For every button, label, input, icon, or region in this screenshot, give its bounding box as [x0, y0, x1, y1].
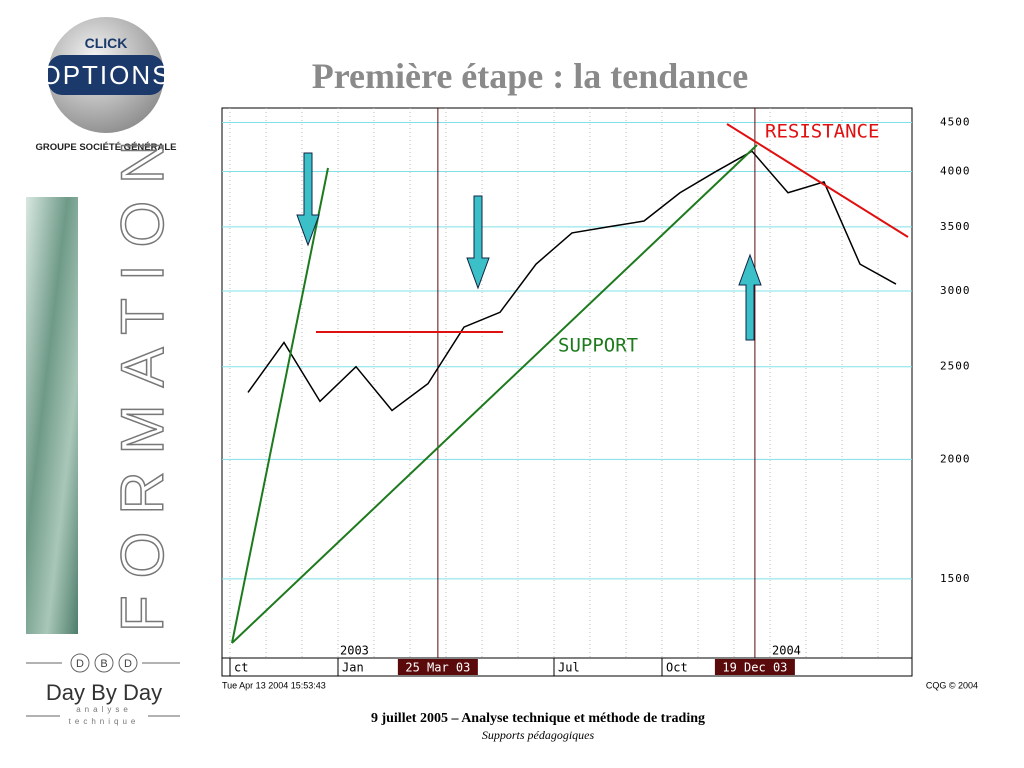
initial-circle	[118, 653, 138, 673]
x-tick-label: Jan	[342, 661, 364, 675]
y-tick-label: 3500	[940, 220, 971, 233]
logo-main: OPTIONS	[40, 60, 171, 90]
plot-frame	[221, 107, 913, 659]
y-tick-label: 2000	[940, 452, 971, 465]
slide-title: Première étape : la tendance	[312, 56, 749, 96]
year-label: 2004	[772, 644, 801, 658]
marker-label: 19 Dec 03	[722, 661, 787, 675]
x-tick-label: Oct	[666, 661, 688, 675]
initial-circle	[70, 653, 90, 673]
resistance-label: RESISTANCE	[765, 121, 879, 143]
y-tick-label: 1500	[940, 572, 971, 585]
trend-line	[231, 167, 329, 644]
y-tick-label: 2500	[940, 360, 971, 373]
y-tick-label: 4000	[940, 164, 971, 177]
initial: B	[100, 658, 107, 670]
arrow-down	[296, 152, 320, 247]
logo-top: CLICK	[85, 35, 128, 51]
price-line	[247, 150, 897, 412]
x-tick-label: ct	[234, 661, 248, 675]
initial: D	[124, 658, 132, 670]
resistance-line	[726, 123, 909, 238]
source: CQG © 2004	[926, 680, 978, 690]
footer-sub: Supports pédagogiques	[482, 728, 595, 742]
brand-sub: analyse	[76, 705, 132, 714]
chart: 1500 2000 2500 3000 3500 4000 4500 ct Jan Jul Oct 2…	[222, 108, 971, 676]
support-line	[231, 144, 758, 644]
marker-box	[714, 659, 795, 675]
group-name: GROUPE SOCIÉTÉ GÉNÉRALE	[36, 142, 177, 153]
logo-band	[48, 55, 164, 95]
formation-word: FORMATION	[109, 123, 176, 632]
marker-label: 25 Mar 03	[405, 661, 470, 675]
footer-line: 9 juillet 2005 – Analyse technique et mé…	[371, 711, 705, 726]
timestamp: Tue Apr 13 2004 15:53:43	[222, 680, 326, 690]
arrow-up	[738, 253, 762, 341]
brand: Day By Day	[46, 680, 162, 705]
initial: D	[76, 658, 84, 670]
side-image	[26, 197, 78, 634]
arrow-down	[466, 195, 490, 290]
y-tick-label: 3000	[940, 284, 971, 297]
x-tick-label: Jul	[558, 661, 580, 675]
year-label: 2003	[340, 644, 369, 658]
brand-sub: technique	[69, 717, 140, 726]
y-tick-label: 4500	[940, 116, 971, 129]
initial-circle	[94, 653, 114, 673]
marker-box	[397, 659, 478, 675]
support-label: SUPPORT	[558, 335, 638, 357]
